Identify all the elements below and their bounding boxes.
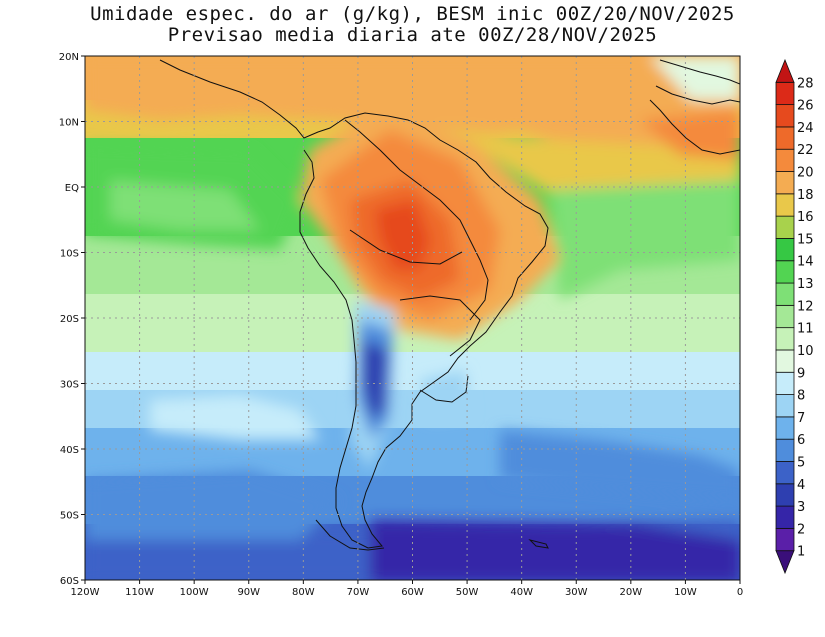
lat-label: EQ — [65, 183, 79, 194]
colorbar-swatch — [775, 104, 795, 128]
colorbar-swatch — [775, 438, 795, 462]
colorbar-swatch — [775, 193, 795, 217]
lat-label: 20N — [59, 52, 79, 63]
colorbar-label: 10 — [797, 344, 814, 359]
colorbar-swatch — [775, 394, 795, 418]
colorbar-swatch — [775, 550, 795, 575]
colorbar-swatch — [775, 505, 795, 529]
lat-label: 10S — [60, 249, 79, 260]
colorbar-swatch — [775, 58, 795, 83]
lon-label: 120W — [71, 587, 100, 598]
colorbar-label: 12 — [797, 299, 814, 314]
lon-label: 40W — [510, 587, 533, 598]
latitude-axis: 20N 10N EQ 10S 20S 30S 40S 50S 60S — [59, 52, 85, 587]
colorbar-swatch — [775, 327, 795, 351]
graticule — [85, 56, 740, 580]
lon-label: 60W — [401, 587, 424, 598]
colorbar-label: 28 — [797, 76, 814, 91]
colorbar-label: 22 — [797, 143, 814, 158]
longitude-axis: 120W 110W 100W 90W 80W 70W 60W 50W 40W 30W 20W 10W 0 — [71, 580, 743, 598]
lon-label: 100W — [180, 587, 209, 598]
lon-label: 10W — [674, 587, 697, 598]
colorbar-label: 2 — [797, 522, 805, 537]
lon-label: 50W — [456, 587, 479, 598]
colorbar-label: 16 — [797, 210, 814, 225]
colorbar-swatch — [775, 126, 795, 150]
colorbar-label: 8 — [797, 389, 805, 404]
colorbar-label: 4 — [797, 478, 805, 493]
colorbar-label: 18 — [797, 188, 814, 203]
colorbar-swatch — [775, 238, 795, 262]
colorbar-label: 20 — [797, 166, 814, 181]
colorbar-label: 15 — [797, 232, 814, 247]
chart-title-line2: Previsao media diaria ate 00Z/28/NOV/202… — [167, 24, 658, 46]
lat-label: 50S — [60, 511, 79, 522]
colorbar-swatch — [775, 215, 795, 239]
colorbar-label: 7 — [797, 411, 805, 426]
colorbar-swatch — [775, 527, 795, 552]
lat-label: 20S — [60, 314, 79, 325]
coastlines — [159, 59, 740, 551]
lon-label: 80W — [292, 587, 315, 598]
colorbar-label: 11 — [797, 322, 814, 337]
colorbar-label: 3 — [797, 500, 805, 515]
colorbar-swatch — [775, 371, 795, 395]
colorbar-swatch — [775, 461, 795, 485]
lat-label: 30S — [60, 380, 79, 391]
colorbar-swatch — [775, 148, 795, 172]
chart-title-line1: Umidade espec. do ar (g/kg), BESM inic 0… — [90, 3, 735, 25]
colorbar-swatch — [775, 416, 795, 440]
colorbar-label: 24 — [797, 121, 814, 136]
lon-label: 0 — [737, 587, 743, 598]
lon-label: 20W — [620, 587, 643, 598]
colorbar-swatch — [775, 483, 795, 507]
colorbar-swatch — [775, 260, 795, 284]
colorbar-label: 13 — [797, 277, 814, 292]
colorbar-label: 6 — [797, 433, 805, 448]
colorbar-label: 5 — [797, 455, 805, 470]
lon-label: 90W — [237, 587, 260, 598]
colorbar-swatch — [775, 282, 795, 306]
colorbar-swatch — [775, 349, 795, 373]
colorbar-label: 1 — [797, 545, 805, 560]
colorbar-swatch — [775, 304, 795, 329]
lat-label: 40S — [60, 445, 79, 456]
lon-label: 70W — [347, 587, 370, 598]
lat-label: 10N — [59, 118, 79, 129]
colorbar-label: 26 — [797, 99, 814, 114]
colorbar-label: 9 — [797, 366, 805, 381]
colorbar-swatch — [775, 81, 795, 106]
colorbar-label: 14 — [797, 255, 814, 270]
lon-label: 30W — [565, 587, 588, 598]
colorbar-swatch — [775, 171, 795, 195]
lon-label: 110W — [125, 587, 154, 598]
lat-label: 60S — [60, 576, 79, 587]
